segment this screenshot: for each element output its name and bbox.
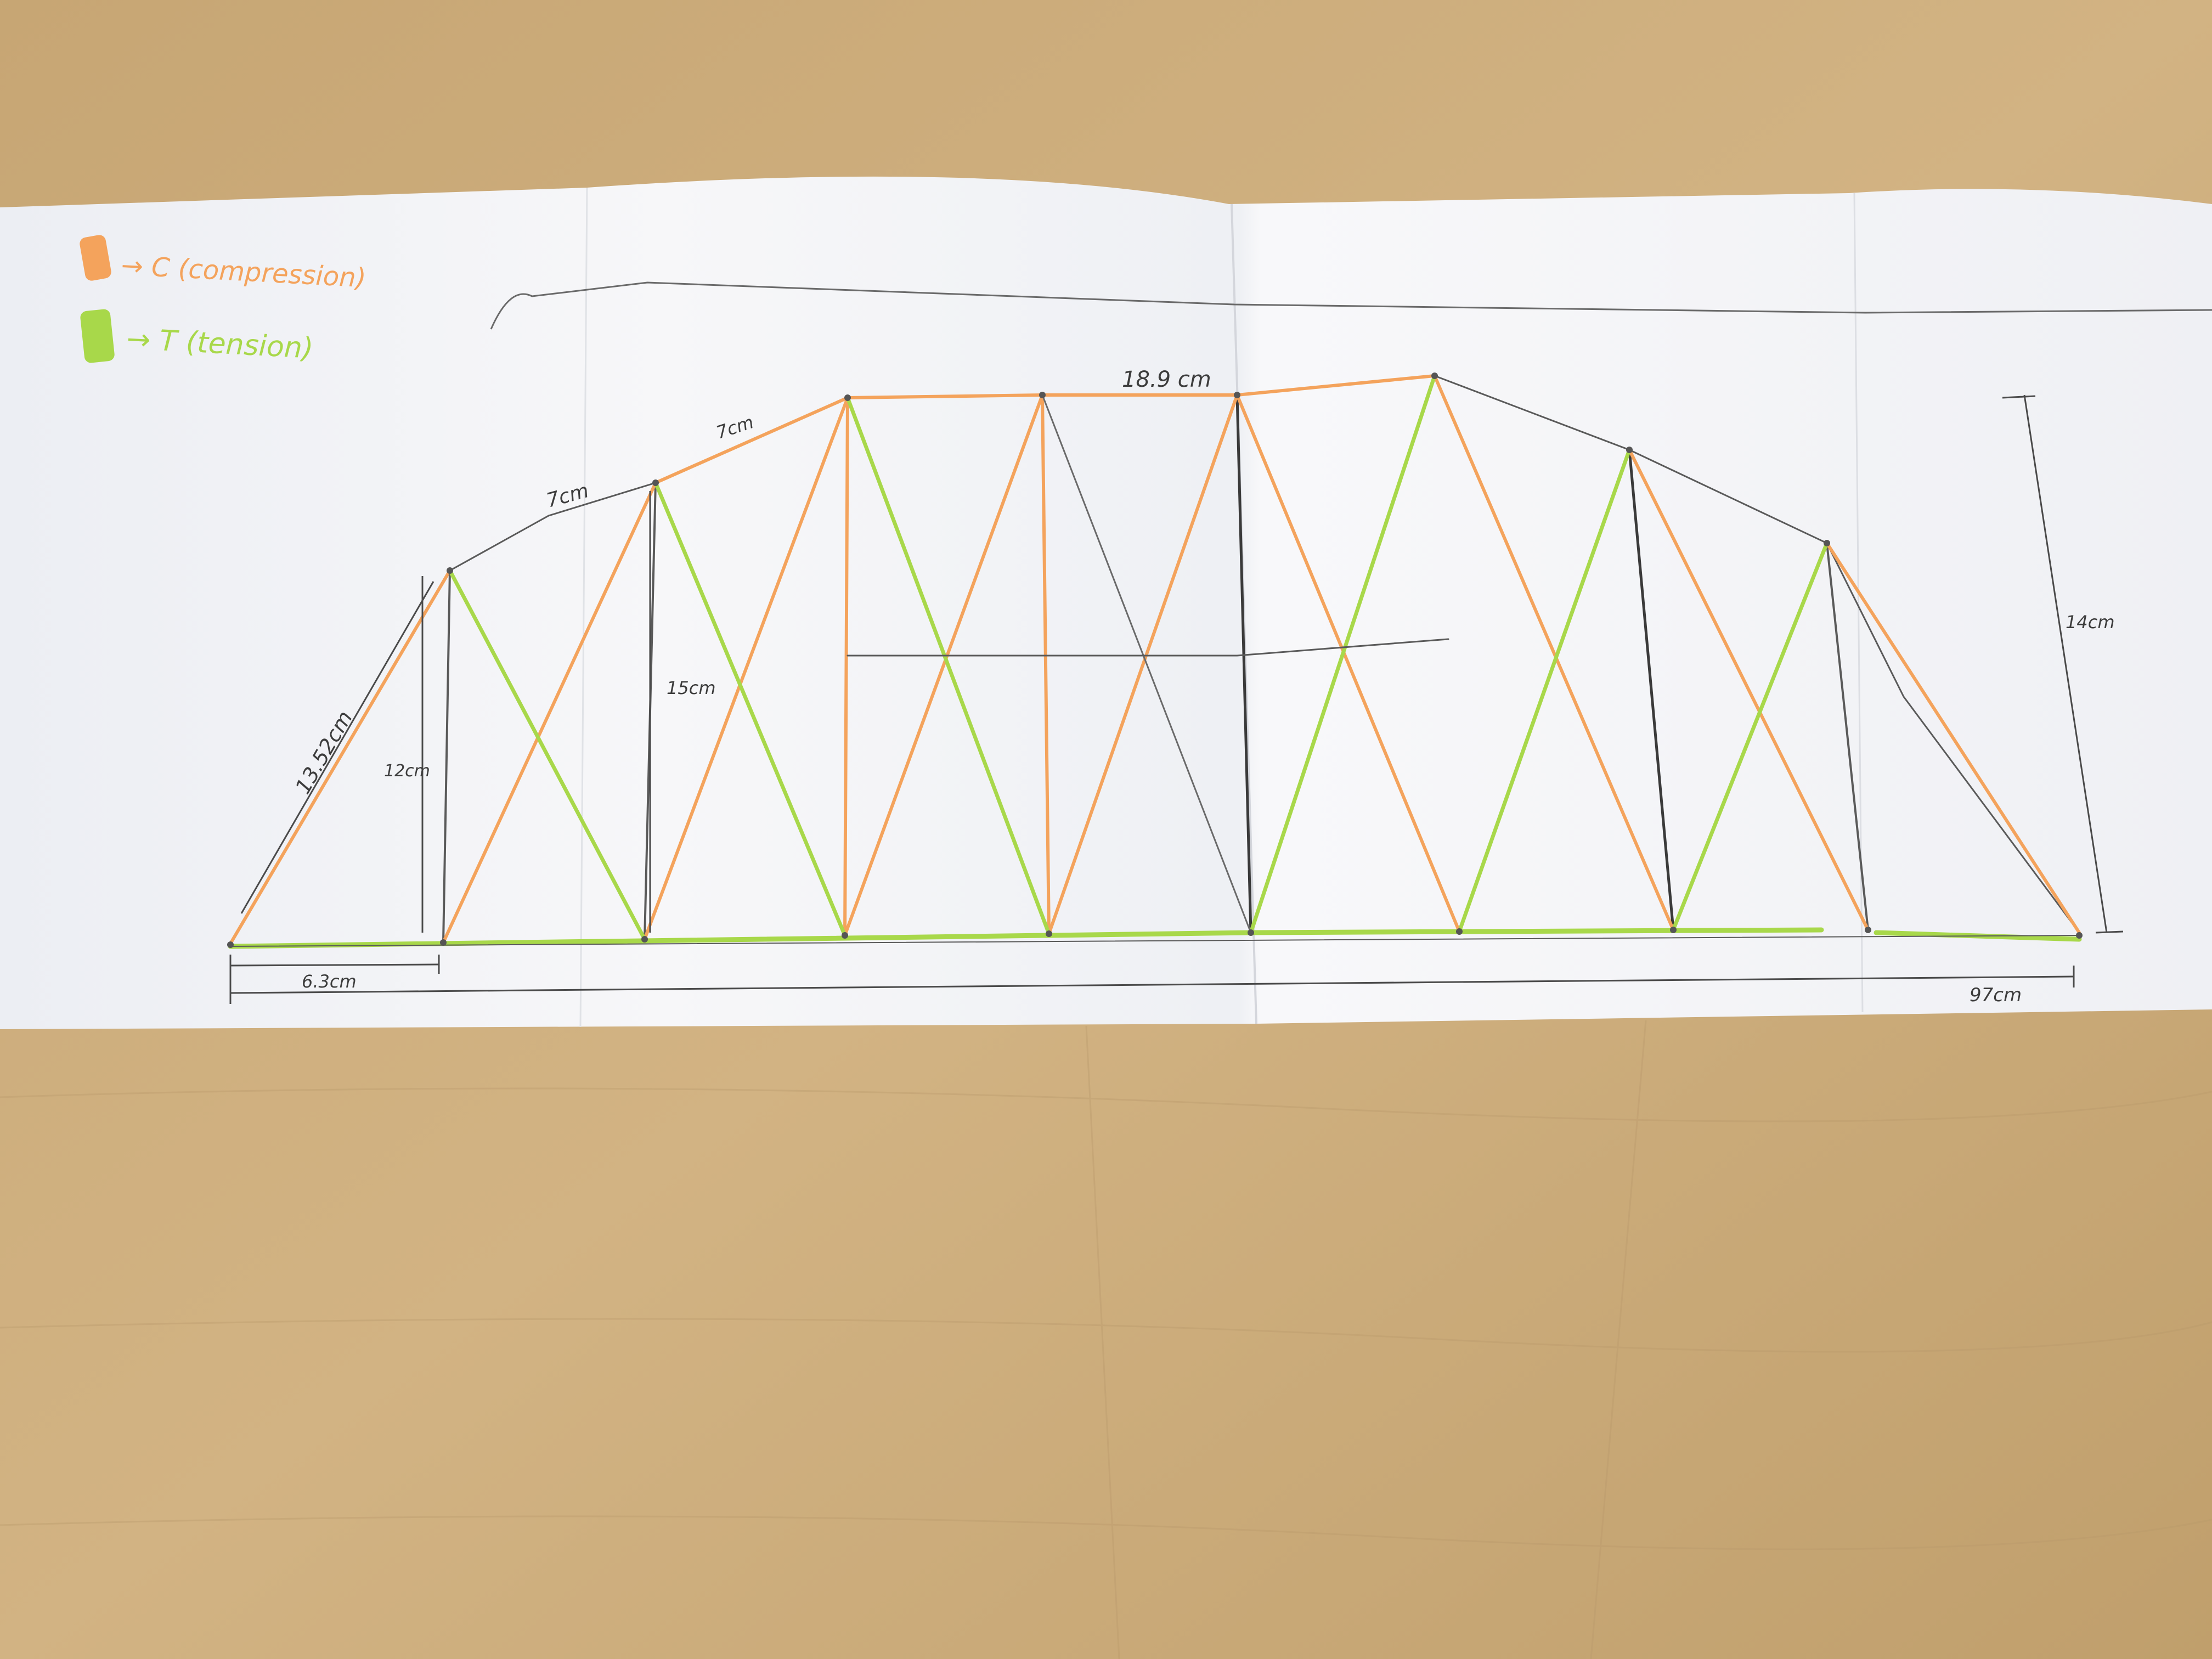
legend: → C (compression) → T (tension) — [80, 235, 367, 365]
construction-line — [490, 281, 2212, 330]
tension-swatch — [80, 309, 115, 363]
first-post-height: 12cm — [384, 761, 430, 781]
table-wood-grain — [0, 1020, 2212, 1659]
node-marks — [227, 373, 2083, 948]
construction-line — [847, 638, 1449, 657]
pencil-diagonal — [1041, 394, 1252, 934]
top-chord-length: 18.9 cm — [1122, 367, 1211, 392]
second-post-height: 15cm — [667, 678, 715, 698]
truss-drawing — [228, 374, 2082, 949]
right-height: 14cm — [2066, 612, 2114, 633]
compression-swatch — [80, 235, 111, 281]
pencil-bottom-chord — [230, 935, 2080, 947]
dimension-lines — [229, 394, 2124, 1004]
total-span-length: 97cm — [1970, 984, 2022, 1006]
compression-diagonals — [442, 374, 2081, 944]
tension-diagonals — [448, 374, 1829, 941]
first-panel-width: 6.3cm — [302, 971, 357, 992]
paper-fold-line — [579, 187, 588, 1028]
paper-sheet — [0, 176, 2212, 1029]
